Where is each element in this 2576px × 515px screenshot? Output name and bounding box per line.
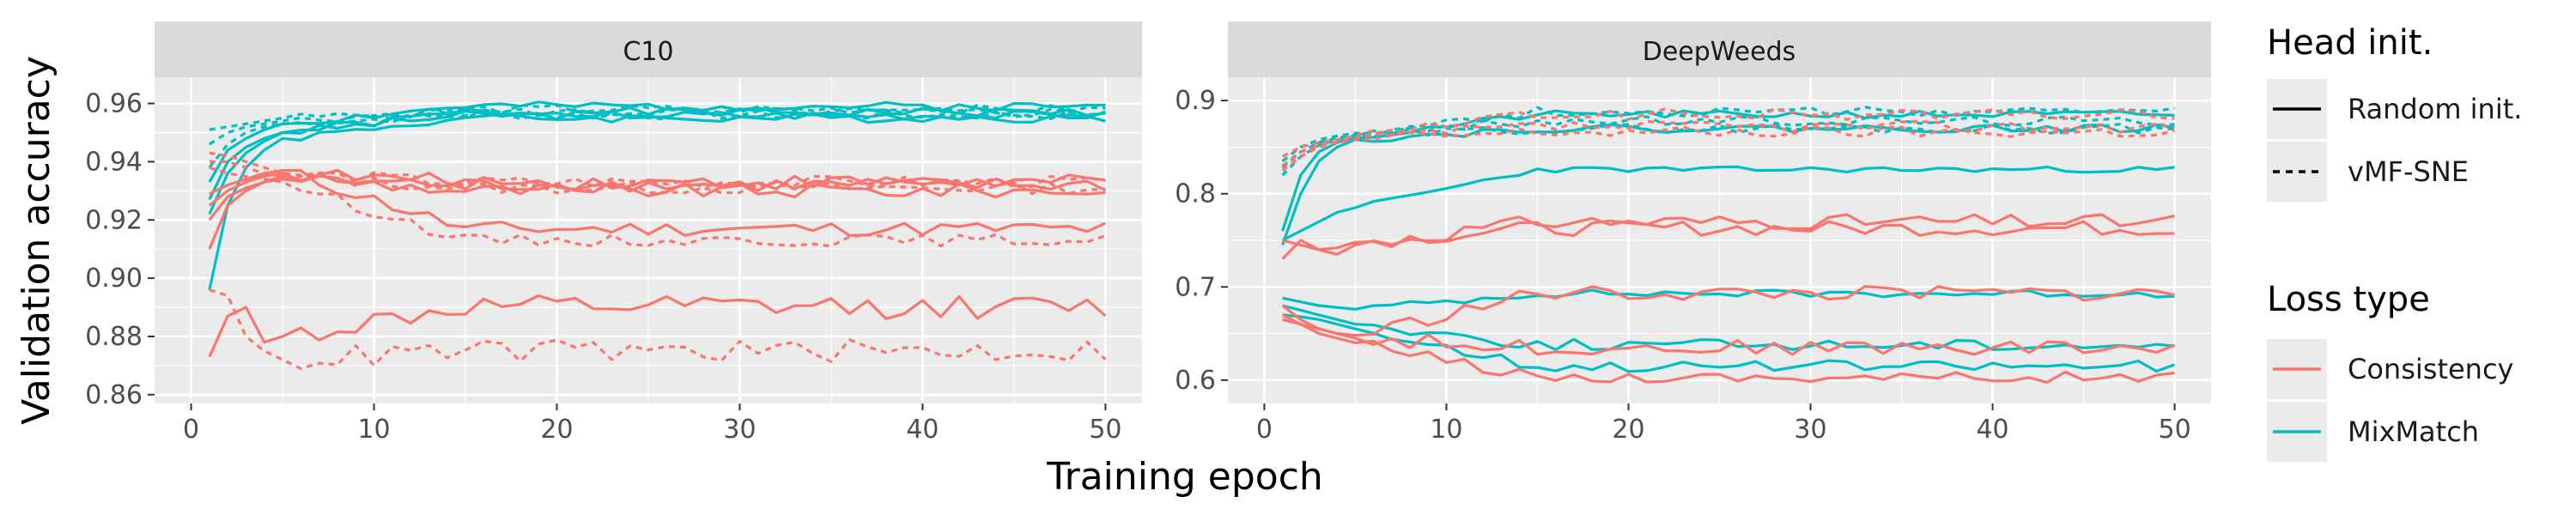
legend-loss-type: Loss type Consistency MixMatch bbox=[2267, 280, 2513, 462]
panel-c10-lines bbox=[208, 100, 1107, 370]
c10-series-line-consistency-vmf bbox=[209, 160, 1106, 196]
legend-label-consistency: Consistency bbox=[2348, 353, 2513, 385]
c10-x-tick-label: 30 bbox=[723, 415, 756, 445]
deepweeds-y-tick-label: 0.6 bbox=[1175, 366, 1216, 396]
c10-y-tick-label: 0.88 bbox=[85, 322, 143, 352]
c10-y-tick-label: 0.86 bbox=[85, 380, 143, 410]
legend-label-random-init: Random init. bbox=[2348, 93, 2522, 125]
legend-label-vmf-sne: vMF-SNE bbox=[2348, 155, 2469, 188]
deepweeds-series-line-consistency-vmf bbox=[1281, 119, 2175, 167]
deepweeds-series-line-consistency-random bbox=[1281, 304, 2176, 356]
c10-y-tick-label: 0.94 bbox=[85, 147, 143, 177]
deepweeds-x-tick-label: 10 bbox=[1430, 415, 1462, 445]
deepweeds-y-tick-label: 0.8 bbox=[1175, 179, 1216, 209]
x-axis-title: Training epoch bbox=[1046, 455, 1323, 499]
panel-c10-x-axis: 0 10 20 30 40 50 bbox=[183, 403, 1122, 445]
panel-c10-title: C10 bbox=[623, 37, 673, 67]
c10-y-tick-label: 0.92 bbox=[85, 205, 143, 235]
deepweeds-series-line-consistency-random bbox=[1282, 285, 2175, 337]
c10-series-line-consistency-random bbox=[209, 168, 1107, 237]
legend-head-init: Head init. Random init. vMF-SNE bbox=[2267, 23, 2522, 202]
c10-y-tick-label: 0.90 bbox=[85, 264, 143, 294]
deepweeds-x-tick-label: 40 bbox=[1976, 415, 2008, 445]
c10-series-line-mixmatch-vmf bbox=[208, 109, 1106, 169]
deepweeds-series-line-mixmatch-vmf bbox=[1281, 106, 2175, 162]
deepweeds-x-tick-label: 30 bbox=[1794, 415, 1826, 445]
c10-x-tick-label: 50 bbox=[1089, 415, 1121, 445]
panel-c10-y-axis: 0.86 0.88 0.90 0.92 0.94 0.96 bbox=[85, 89, 155, 410]
panel-deepweeds-y-axis: 0.6 0.7 0.8 0.9 bbox=[1175, 86, 1228, 396]
c10-x-tick-label: 10 bbox=[357, 415, 390, 445]
deepweeds-series-line-mixmatch-random bbox=[1282, 313, 2176, 373]
c10-series-line-consistency-vmf bbox=[209, 151, 1106, 189]
deepweeds-x-tick-label: 50 bbox=[2158, 415, 2190, 445]
c10-x-tick-label: 20 bbox=[540, 415, 573, 445]
c10-series-line-consistency-random bbox=[208, 168, 1106, 207]
deepweeds-series-line-mixmatch-random bbox=[1281, 165, 2175, 242]
panel-c10: C10 0.86 0.88 0.90 0.92 0.94 0.96 0 10 20 30 40 50 bbox=[85, 21, 1142, 445]
c10-series-line-mixmatch-vmf bbox=[209, 103, 1106, 146]
legend-head-init-title: Head init. bbox=[2267, 23, 2433, 63]
legend-label-mixmatch: MixMatch bbox=[2348, 415, 2479, 448]
c10-series-line-consistency-vmf bbox=[209, 166, 1106, 248]
panel-deepweeds-title: DeepWeeds bbox=[1643, 37, 1796, 67]
c10-y-tick-label: 0.96 bbox=[85, 89, 143, 119]
deepweeds-series-line-consistency-random bbox=[1281, 213, 2175, 260]
deepweeds-series-line-consistency-random bbox=[1282, 219, 2175, 251]
deepweeds-series-line-mixmatch-random bbox=[1282, 304, 2175, 351]
deepweeds-series-line-consistency-random bbox=[1281, 313, 2175, 384]
panel-deepweeds: DeepWeeds 0.6 0.7 0.8 0.9 0 10 20 30 40 50 bbox=[1175, 21, 2211, 445]
deepweeds-x-tick-label: 0 bbox=[1256, 415, 1273, 445]
panel-deepweeds-lines bbox=[1281, 106, 2176, 384]
c10-series-line-mixmatch-random bbox=[208, 112, 1106, 291]
deepweeds-series-line-mixmatch-random bbox=[1281, 109, 2175, 232]
deepweeds-series-line-consistency-vmf bbox=[1281, 125, 2175, 172]
deepweeds-series-line-mixmatch-random bbox=[1282, 288, 2175, 311]
c10-x-tick-label: 0 bbox=[183, 415, 199, 445]
y-axis-title: Validation accuracy bbox=[15, 56, 58, 425]
panel-c10-grid bbox=[155, 77, 1142, 403]
legend-loss-type-title: Loss type bbox=[2267, 280, 2430, 319]
deepweeds-x-tick-label: 20 bbox=[1612, 415, 1644, 445]
c10-x-tick-label: 40 bbox=[906, 415, 939, 445]
deepweeds-y-tick-label: 0.7 bbox=[1175, 272, 1216, 302]
deepweeds-series-line-consistency-vmf bbox=[1281, 107, 2175, 158]
c10-series-line-consistency-random bbox=[208, 294, 1107, 358]
panel-deepweeds-strip bbox=[1228, 21, 2211, 77]
panel-deepweeds-x-axis: 0 10 20 30 40 50 bbox=[1256, 403, 2191, 445]
panel-c10-strip bbox=[155, 21, 1142, 77]
deepweeds-y-tick-label: 0.9 bbox=[1175, 86, 1216, 116]
